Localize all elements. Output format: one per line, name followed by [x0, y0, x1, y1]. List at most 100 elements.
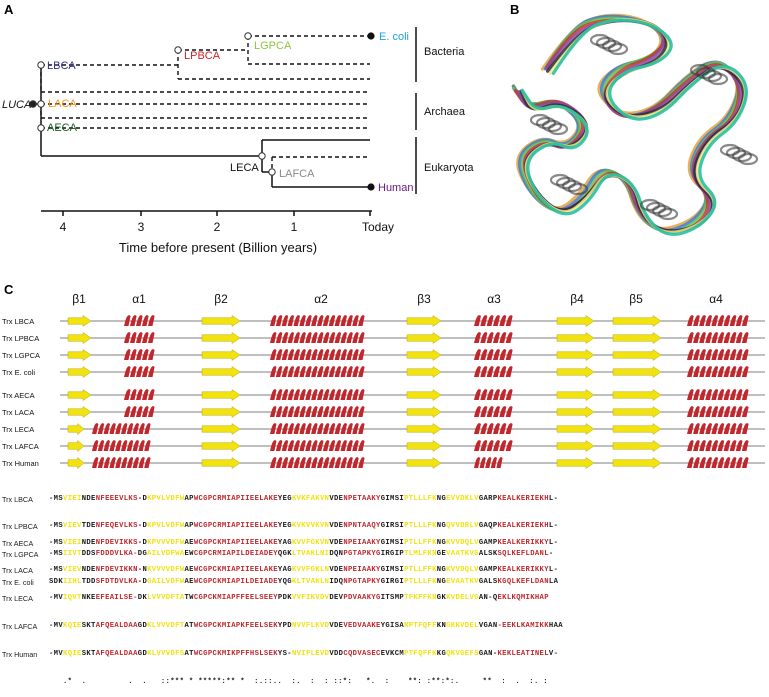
alpha-helix-turn: [328, 349, 336, 360]
beta-strand-arrow: [556, 423, 595, 435]
alpha-helix-turn: [723, 457, 731, 468]
alpha-helix-turn: [505, 315, 513, 326]
alpha-helix-turn: [92, 440, 99, 451]
ss-label-b5: β5: [629, 292, 643, 306]
alpha-helix-turn: [115, 423, 122, 434]
alpha-helix-turn: [270, 349, 277, 360]
alpha-helix-turn: [717, 366, 725, 377]
alpha-helix-turn: [130, 332, 137, 343]
alpha-helix-turn: [299, 389, 306, 400]
beta-strand-arrow: [406, 440, 442, 452]
alpha-helix-turn: [293, 332, 300, 343]
alpha-helix-turn: [281, 389, 289, 400]
alpha-helix-turn: [493, 366, 500, 377]
ecoli-label: E. coli: [379, 31, 409, 43]
alpha-helix-turn: [687, 366, 694, 377]
alpha-helix-turn: [142, 315, 149, 326]
alpha-helix-turn: [352, 366, 359, 377]
bacteria-label: Bacteria: [424, 46, 465, 58]
ss-row-label: Trx AECA: [2, 391, 35, 400]
beta-strand-arrow: [612, 423, 662, 435]
alignment-row: Trx LPBCA -MSVIEVTDENFEQEVLKS-DKPVLVDFWAP…: [2, 522, 558, 531]
alpha-helix-turn: [334, 457, 342, 468]
alpha-helix-turn: [299, 440, 306, 451]
alpha-helix-turn: [311, 332, 318, 343]
alpha-helix-turn: [144, 423, 151, 434]
alpha-helix-turn: [322, 457, 330, 468]
alpha-helix-turn: [505, 423, 513, 434]
tree-nodes: [29, 32, 276, 176]
alpha-helix-turn: [299, 406, 306, 417]
alpha-helix-turn: [346, 423, 353, 434]
alpha-helix-turn: [334, 440, 342, 451]
alpha-helix-turn: [138, 457, 145, 468]
lafca-label: LAFCA: [279, 168, 315, 180]
helix-coil: [607, 42, 629, 56]
alpha-helix-turn: [699, 349, 706, 360]
alpha-helix-turn: [711, 406, 719, 417]
alpha-helix-turn: [735, 315, 743, 326]
beta-strand-arrow: [67, 389, 92, 401]
alpha-helix-turn: [687, 406, 694, 417]
alpha-helix-turn: [136, 349, 143, 360]
alpha-helix-turn: [293, 389, 300, 400]
alpha-helix-turn: [741, 423, 749, 434]
alpha-helix-turn: [499, 349, 507, 360]
alpha-helix-turn: [699, 457, 706, 468]
helix-coil: [731, 149, 753, 163]
ss-element-labels: β1 α1 β2 α2 β3 α3 β4 β5 α4: [72, 292, 723, 306]
alpha-helix-turn: [305, 440, 312, 451]
beta-strand-arrow: [201, 457, 241, 469]
alpha-helix-turn: [711, 349, 719, 360]
alpha-helix-turn: [334, 366, 342, 377]
alpha-helix-turn: [305, 406, 312, 417]
beta-strand-arrow: [67, 456, 85, 470]
alpha-helix-turn: [130, 406, 137, 417]
beta-strand-arrow: [201, 440, 241, 452]
alpha-helix-turn: [148, 349, 155, 360]
alpha-helix-turn: [124, 349, 131, 360]
alpha-helix-turn: [705, 440, 713, 451]
tick-3: 3: [138, 220, 145, 234]
alpha-helix-turn: [305, 423, 312, 434]
beta-strand-arrow: [556, 366, 595, 378]
alpha-helix-turn: [729, 332, 737, 343]
alignment-seq: SDKIIHLTDDSFDTDVLKA-DGAILVDFWAEWCGPCKMIA…: [49, 578, 559, 587]
alpha-helix-turn: [693, 423, 700, 434]
alpha-helix-turn: [493, 349, 500, 360]
alpha-helix-turn: [505, 332, 513, 343]
alpha-helix-turn: [735, 457, 743, 468]
alpha-helix-turn: [305, 457, 312, 468]
alpha-helix-turn: [311, 349, 318, 360]
alpha-helix-turn: [723, 440, 731, 451]
alpha-helix-turn: [705, 389, 713, 400]
alpha-helix-turn: [340, 440, 347, 451]
alignment-top-block: Trx LBCA -MSVIEINDENFEEEVLKS-DKPVLVDFWAPW…: [2, 476, 558, 597]
alignment-seq: -MVIQVTNKEEFEAILSE-DKLVVVDFTATWCGPCKMIAP…: [49, 594, 549, 603]
alpha-helix-turn: [136, 366, 143, 377]
alpha-helix-turn: [711, 440, 719, 451]
alpha-helix-turn: [287, 389, 295, 400]
alpha-helix-turn: [270, 423, 277, 434]
alpha-helix-turn: [142, 332, 149, 343]
alpha-helix-turn: [474, 315, 481, 326]
alpha-helix-turn: [485, 457, 492, 468]
alpha-helix-turn: [334, 332, 342, 343]
alpha-helix-turn: [322, 315, 330, 326]
beta-strand-arrow: [67, 349, 92, 361]
alpha-helix-turn: [741, 315, 749, 326]
alpha-helix-turn: [735, 366, 743, 377]
time-axis-title: Time before present (Billion years): [119, 240, 317, 255]
alpha-helix-turn: [142, 366, 149, 377]
alpha-helix-turn: [328, 406, 336, 417]
alpha-helix-turn: [130, 349, 137, 360]
alpha-helix-turn: [735, 389, 743, 400]
alpha-helix-turn: [334, 389, 342, 400]
alpha-helix-turn: [340, 332, 347, 343]
luca-node: [29, 100, 37, 108]
alpha-helix-turn: [124, 332, 131, 343]
alpha-helix-turn: [711, 332, 719, 343]
beta-strand-arrow: [612, 440, 662, 452]
alpha-helix-turn: [124, 315, 131, 326]
beta-strand-arrow: [67, 315, 92, 327]
